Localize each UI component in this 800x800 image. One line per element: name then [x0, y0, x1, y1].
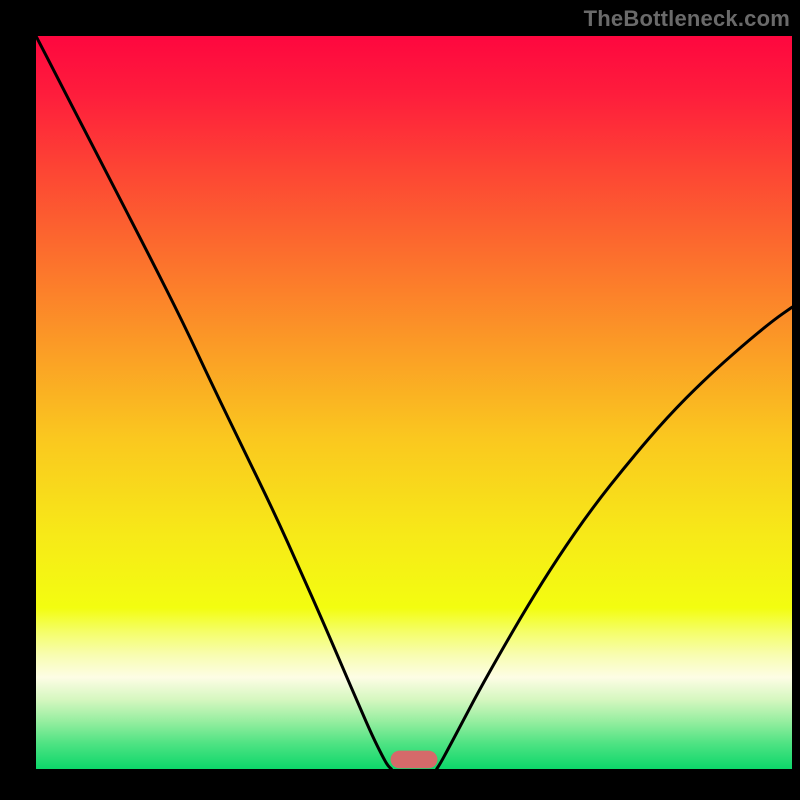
watermark-text: TheBottleneck.com [584, 6, 790, 32]
chart-container: TheBottleneck.com [0, 0, 800, 800]
optimum-marker [391, 751, 438, 769]
gradient-plot-area [36, 36, 792, 769]
bottleneck-chart [0, 0, 800, 800]
